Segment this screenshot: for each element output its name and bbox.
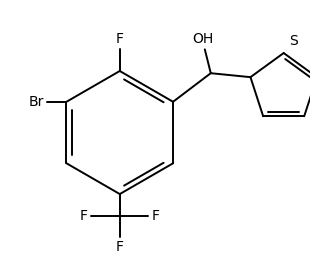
Text: F: F [116,240,124,254]
Text: Br: Br [29,95,44,109]
Text: OH: OH [192,32,213,46]
Text: F: F [116,32,124,46]
Text: S: S [289,34,298,48]
Text: F: F [152,209,160,223]
Text: F: F [80,209,88,223]
